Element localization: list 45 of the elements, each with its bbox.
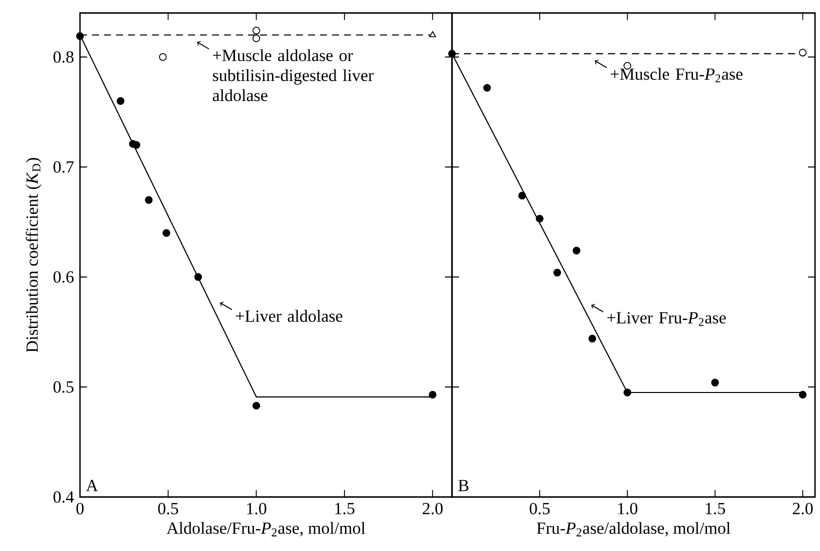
point [798,390,807,399]
point [798,48,807,56]
x-tick-label: 1.0 [247,502,266,514]
point [116,97,124,105]
x-tick-label: 0.5 [530,502,550,514]
x-axis-title: Fru-P$_{2}$ase/aldolase, mol/mol [536,522,730,536]
point [252,34,260,42]
x-tick-label: 1.0 [618,502,638,514]
point [194,273,202,281]
x-tick-label: 0 [76,502,84,514]
y-tick-label: 0.4 [54,491,74,503]
point [252,26,260,34]
annotation: B [458,480,468,492]
annotation: +Muscle Fru-P$_{2}$ase [610,68,742,82]
x-tick-label: 2.0 [422,502,443,514]
point [624,388,632,396]
y-tick-label: 0.5 [54,381,74,393]
x-tick-label: 0.5 [158,502,178,514]
annotation: +Liver aldolase [236,310,342,322]
point [429,31,436,38]
point [76,32,84,40]
annotation: +Muscle aldolase or subtilisin-digested liver aldolase [212,49,374,102]
point [252,402,260,410]
point [132,141,140,149]
point [483,84,491,92]
point [159,53,167,61]
x-tick-label: 1.5 [706,502,726,514]
point [536,214,544,223]
point [162,229,170,237]
point [518,192,526,200]
point [711,378,719,386]
y-axis-title: Distribution coefficient (K$_{D}$) [26,158,42,352]
x-tick-label: 2.0 [792,502,813,514]
y-tick-label: 0.8 [54,51,74,63]
y-tick-label: 0.6 [54,271,74,283]
y-tick-label: 0.7 [54,161,74,173]
point [572,246,580,254]
x-tick-label: 1.5 [335,502,354,514]
annotation: A [86,480,98,492]
annotation: +Liver Fru-P$_{2}$ase [607,312,726,326]
point [144,196,153,204]
x-axis-title: Aldolase/Fru-P$_{2}$ase, mol/mol [166,522,366,536]
point [428,390,436,399]
point [553,268,562,276]
point [588,334,596,342]
